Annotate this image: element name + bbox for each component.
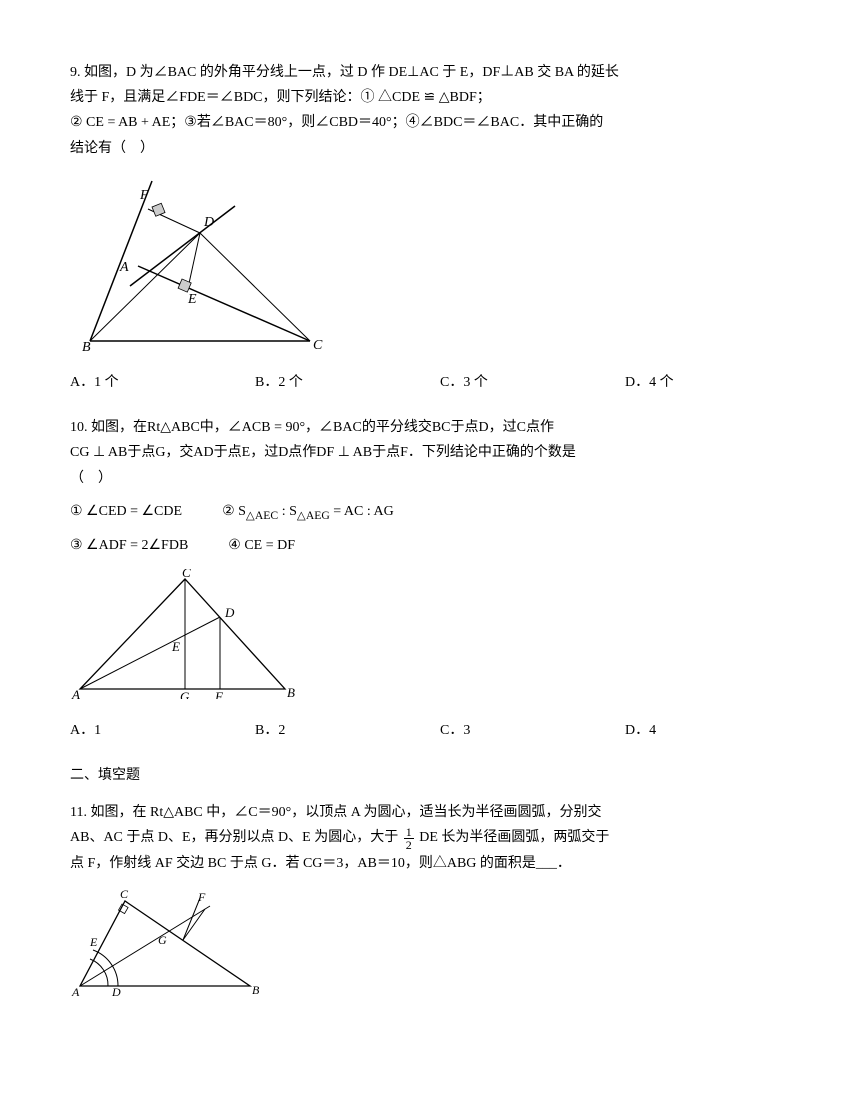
q11-label-E: E [89, 935, 98, 949]
q9-option-a[interactable]: A．1 个 [70, 370, 235, 395]
q10-stat2-sub2: △AEG [297, 508, 330, 521]
q10-label-A: A [71, 687, 80, 699]
q9-label-F: F [139, 188, 149, 203]
q11-text: 11. 如图，在 Rt△ABC 中，∠C＝90°，以顶点 A 为圆心，适当长为半… [70, 800, 790, 825]
q10-stat2: ② S△AEC : S△AEG = AC : AG [222, 499, 394, 526]
q9-line4: 结论有（ ） [70, 136, 790, 161]
q10-option-d[interactable]: D．4 [625, 718, 790, 743]
q11-label-A: A [71, 985, 80, 996]
q10-stat3: ③ ∠ADF = 2∠FDB [70, 533, 188, 558]
q9-label-B: B [82, 340, 91, 351]
q10-stat2-sub1: △AEC [246, 508, 278, 521]
q10-stat2-mid: : S [278, 504, 297, 519]
q10-label-D: D [224, 605, 235, 620]
q11-label-G: G [158, 933, 167, 947]
q9-option-d[interactable]: D．4 个 [625, 370, 790, 395]
q11-label-F: F [197, 890, 206, 904]
q9-label-C: C [313, 338, 323, 351]
q9-line1: 如图，D 为∠BAC 的外角平分线上一点，过 D 作 DE⊥AC 于 E，DF⊥… [84, 65, 619, 80]
q10-option-b[interactable]: B．2 [255, 718, 420, 743]
q9-label-A: A [119, 260, 129, 275]
q9-number: 9. [70, 65, 81, 80]
q10-text: 10. 如图，在Rt△ABC中，∠ACB = 90°，∠BAC的平分线交BC于点… [70, 415, 790, 440]
q10-stat1: ① ∠CED = ∠CDE [70, 499, 182, 526]
q11-label-B: B [252, 983, 260, 996]
q9-option-c[interactable]: C．3 个 [440, 370, 605, 395]
q9-line3: ② CE = AB + AE；③若∠BAC＝80°，则∠CBD＝40°；④∠BD… [70, 110, 790, 135]
q11-line2-pre: AB、AC 于点 D、E，再分别以点 D、E 为圆心，大于 [70, 830, 402, 845]
q10-diagram: C D E A G F B [70, 569, 790, 708]
q10-statements: ① ∠CED = ∠CDE ② S△AEC : S△AEG = AC : AG [70, 499, 790, 526]
q11-label-C: C [120, 887, 129, 901]
section-2-header: 二、填空题 [70, 763, 790, 788]
q9-options: A．1 个 B．2 个 C．3 个 D．4 个 [70, 370, 790, 395]
q10-statements2: ③ ∠ADF = 2∠FDB ④ CE = DF [70, 533, 790, 558]
question-10: 10. 如图，在Rt△ABC中，∠ACB = 90°，∠BAC的平分线交BC于点… [70, 415, 790, 743]
q11-label-D: D [111, 985, 121, 996]
q10-number: 10. [70, 420, 88, 435]
q10-label-B: B [287, 685, 295, 699]
question-11: 11. 如图，在 Rt△ABC 中，∠C＝90°，以顶点 A 为圆心，适当长为半… [70, 800, 790, 1005]
q10-stat2-pre: ② S [222, 504, 246, 519]
q9-line2: 线于 F，且满足∠FDE＝∠BDC，则下列结论：① △CDE ≌ △BDF； [70, 85, 790, 110]
question-9: 9. 如图，D 为∠BAC 的外角平分线上一点，过 D 作 DE⊥AC 于 E，… [70, 60, 790, 395]
fraction-half: 12 [404, 826, 414, 851]
q10-stat2-post: = AC : AG [330, 504, 394, 519]
q11-line1: 如图，在 Rt△ABC 中，∠C＝90°，以顶点 A 为圆心，适当长为半径画圆弧… [90, 805, 601, 820]
q10-label-E: E [171, 639, 180, 654]
q10-option-a[interactable]: A．1 [70, 718, 235, 743]
q9-diagram: F D A E B C [70, 171, 790, 360]
q11-line2: AB、AC 于点 D、E，再分别以点 D、E 为圆心，大于 12 DE 长为半径… [70, 825, 790, 850]
q11-line2-post: DE 长为半径画圆弧，两弧交于 [416, 830, 610, 845]
frac-den: 2 [404, 839, 414, 851]
q10-line3: （ ） [70, 466, 790, 491]
q10-line1: 如图，在Rt△ABC中，∠ACB = 90°，∠BAC的平分线交BC于点D，过C… [91, 420, 554, 435]
q11-number: 11. [70, 805, 87, 820]
q9-label-D: D [203, 215, 214, 230]
q11-line3: 点 F，作射线 AF 交边 BC 于点 G．若 CG＝3，AB＝10，则△ABG… [70, 851, 790, 876]
q9-option-b[interactable]: B．2 个 [255, 370, 420, 395]
q9-text: 9. 如图，D 为∠BAC 的外角平分线上一点，过 D 作 DE⊥AC 于 E，… [70, 60, 790, 85]
q9-label-E: E [187, 292, 197, 307]
q11-diagram: C F E G A D B [70, 886, 790, 1005]
frac-num: 1 [404, 826, 414, 839]
q10-label-F: F [214, 689, 224, 699]
q10-options: A．1 B．2 C．3 D．4 [70, 718, 790, 743]
q10-line2: CG ⊥ AB于点G，交AD于点E，过D点作DF ⊥ AB于点F．下列结论中正确… [70, 440, 790, 465]
q10-label-G: G [180, 689, 190, 699]
q10-option-c[interactable]: C．3 [440, 718, 605, 743]
q10-stat4: ④ CE = DF [228, 533, 295, 558]
q10-label-C: C [182, 569, 191, 580]
